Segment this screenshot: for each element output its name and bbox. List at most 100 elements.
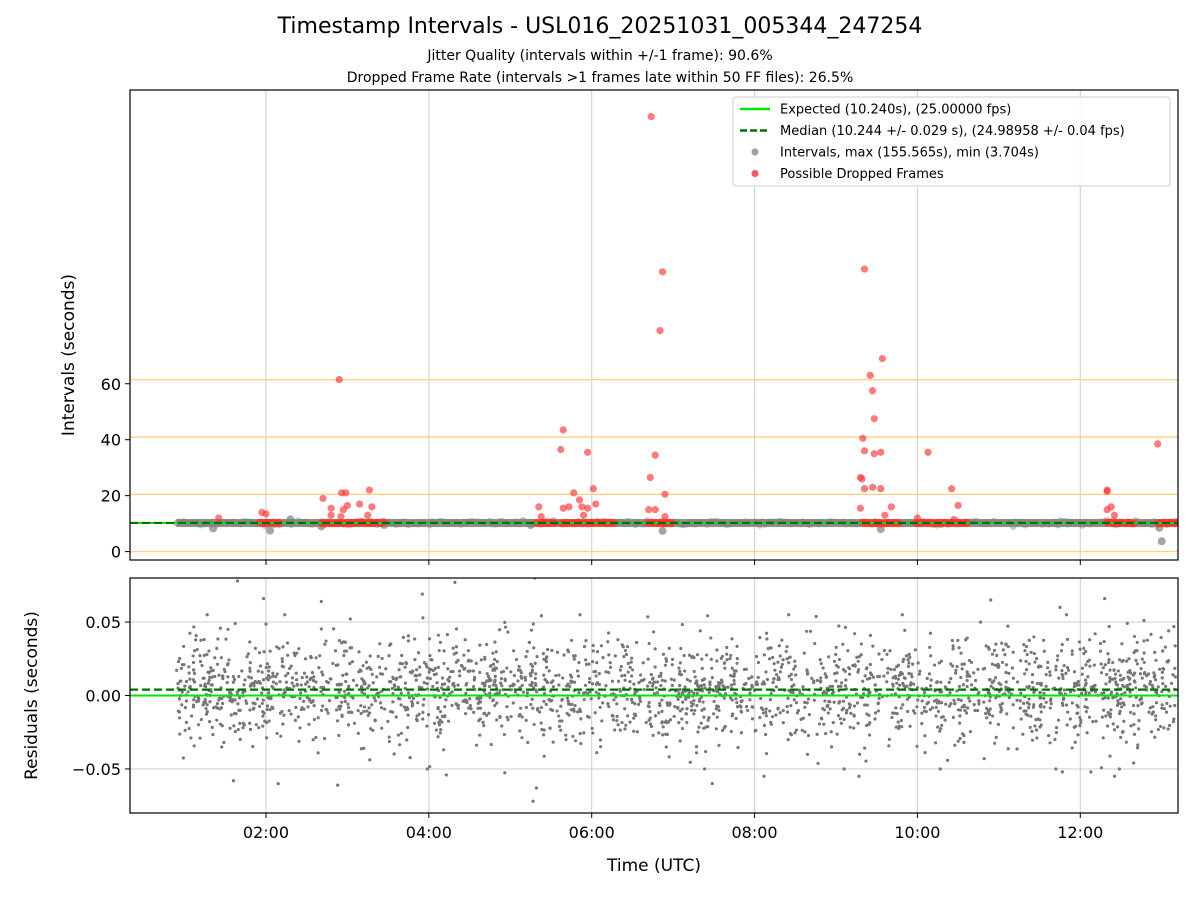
residual-point <box>468 669 472 673</box>
residual-point <box>678 709 682 713</box>
residual-point <box>451 669 455 674</box>
residual-point <box>608 661 612 665</box>
residual-point <box>1148 680 1152 684</box>
residual-point <box>194 634 198 638</box>
residual-point <box>1116 701 1120 706</box>
residual-point <box>1077 640 1082 644</box>
residual-point <box>356 709 360 713</box>
residual-point <box>360 686 364 690</box>
residual-point <box>772 677 776 681</box>
residual-point <box>312 717 317 722</box>
residual-point <box>312 685 316 690</box>
residual-point <box>1133 649 1138 653</box>
residual-point <box>951 647 955 651</box>
residual-point <box>947 680 951 684</box>
residual-point <box>258 664 263 668</box>
residual-point <box>777 644 781 648</box>
residual-point <box>561 676 565 680</box>
residual-point <box>1106 696 1110 700</box>
residual-point <box>1061 703 1065 707</box>
residual-point <box>303 657 308 661</box>
residual-point <box>957 684 962 689</box>
residual-point <box>1153 735 1157 739</box>
residual-point <box>387 735 391 739</box>
residual-point <box>935 680 939 684</box>
residual-point <box>191 654 195 658</box>
residual-point <box>584 662 589 666</box>
residual-point <box>244 701 249 705</box>
residual-point <box>481 720 485 725</box>
residual-point <box>982 666 987 670</box>
residual-point <box>664 745 668 749</box>
residual-point <box>338 707 342 711</box>
residual-point <box>817 722 822 726</box>
residual-point <box>542 673 546 677</box>
residual-point <box>604 684 608 688</box>
dropped-frame-point <box>860 265 869 273</box>
residual-point <box>191 668 196 672</box>
residual-point <box>748 698 752 702</box>
residual-point <box>896 677 901 681</box>
dropped-frame-point <box>368 503 376 511</box>
residual-point <box>728 656 732 661</box>
residual-point <box>816 761 820 766</box>
residual-point <box>685 707 689 711</box>
residual-point <box>902 683 906 688</box>
residual-point <box>442 691 446 696</box>
residual-point <box>1046 660 1050 665</box>
residual-point <box>389 642 393 646</box>
residual-point <box>457 669 462 673</box>
residual-point <box>274 682 278 686</box>
residual-point <box>697 699 702 703</box>
residual-point <box>225 663 230 667</box>
residual-point <box>717 683 721 687</box>
residual-point <box>842 717 846 722</box>
residual-point <box>493 674 497 678</box>
residual-point <box>977 702 981 706</box>
residual-point <box>846 649 850 653</box>
residual-point <box>1087 638 1092 642</box>
residual-point <box>521 690 525 694</box>
residual-point <box>791 691 795 695</box>
residual-point <box>233 677 237 682</box>
dropped-frame-point <box>589 485 597 493</box>
residual-point <box>742 682 746 687</box>
residual-point <box>822 689 826 693</box>
residual-point <box>794 701 799 705</box>
residual-point <box>299 683 303 687</box>
residual-point <box>607 653 611 657</box>
residual-point <box>976 708 980 713</box>
residual-point <box>413 673 417 678</box>
residual-point <box>948 691 952 695</box>
residual-point <box>1084 710 1088 714</box>
residual-point <box>350 660 354 664</box>
residual-point <box>266 669 271 673</box>
residual-point <box>730 714 734 718</box>
residual-point <box>265 707 269 712</box>
residual-point <box>539 614 543 618</box>
residual-point <box>801 685 805 689</box>
residual-point <box>988 721 992 725</box>
residual-point <box>282 691 286 696</box>
residual-point <box>787 688 791 692</box>
residual-point <box>208 675 212 679</box>
residual-point <box>958 736 962 741</box>
residual-point <box>863 674 867 678</box>
residual-point <box>660 678 664 682</box>
residual-point <box>237 708 241 712</box>
residual-point <box>500 724 504 728</box>
residual-point <box>335 695 339 700</box>
residual-point <box>939 715 944 719</box>
residual-point <box>1125 684 1129 688</box>
residual-point <box>1104 714 1108 718</box>
residual-point <box>210 725 214 729</box>
residual-point <box>610 679 615 683</box>
residual-point <box>1087 715 1092 719</box>
residual-point <box>677 666 681 670</box>
residual-point <box>578 613 582 617</box>
residual-point <box>734 697 738 701</box>
residual-point <box>582 645 587 649</box>
residual-point <box>193 649 197 653</box>
